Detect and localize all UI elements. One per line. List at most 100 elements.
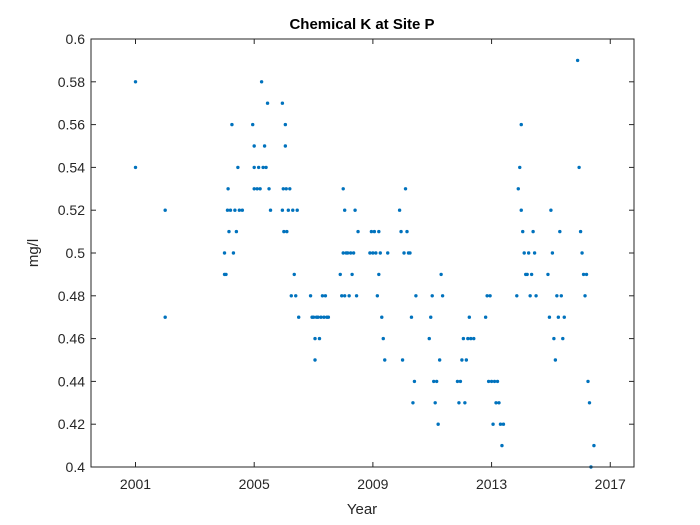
data-point [494,401,498,405]
data-point [251,122,255,127]
data-point [259,80,264,84]
y-tick-label: 0.4 [66,459,86,475]
data-points [133,58,596,469]
y-tick-label: 0.5 [66,245,86,261]
data-point [343,294,347,298]
data-point [467,315,472,319]
data-point [518,165,522,170]
data-point [224,272,228,277]
data-point [558,229,562,234]
data-point [498,422,503,426]
data-point [340,294,344,298]
data-point [252,144,256,148]
data-point [469,336,473,341]
data-point [408,251,412,255]
data-point [497,401,501,405]
data-point [553,358,558,362]
data-point [460,358,464,362]
data-point [525,272,529,277]
data-point [552,336,556,341]
data-point [369,229,374,234]
data-point [515,294,519,298]
data-point [433,401,437,405]
data-point [255,187,259,191]
data-point [225,208,230,212]
data-point [284,187,288,191]
data-point [399,229,403,234]
data-point [289,294,293,298]
x-tick-label: 2017 [595,476,626,492]
data-point [294,294,298,298]
data-point [457,401,461,405]
data-point [427,336,431,341]
y-axis-label: mg/l [25,239,42,267]
data-point [559,294,563,298]
data-point [240,208,245,212]
data-point [286,208,291,212]
y-tick-label: 0.52 [58,202,85,218]
data-point [268,208,273,212]
data-point [377,272,381,277]
data-point [297,315,301,319]
data-point [163,208,167,212]
data-point [439,272,443,277]
data-point [430,294,434,298]
data-point [280,101,285,105]
data-point [488,294,492,298]
data-point [575,58,580,63]
data-point [356,229,360,234]
data-point [592,443,596,448]
y-tick-label: 0.58 [58,74,85,90]
data-point [436,422,440,426]
data-point [319,315,323,319]
data-point [283,144,288,148]
data-point [577,165,581,170]
data-point [556,315,561,319]
data-point [133,165,138,170]
data-point [320,294,325,298]
data-point [555,294,559,298]
data-point [341,251,345,255]
data-point [489,379,494,384]
data-point [461,336,466,341]
data-point [562,315,566,319]
data-point [532,251,537,255]
y-tick-label: 0.54 [58,159,85,175]
data-point [516,187,520,191]
data-point [350,272,354,277]
data-point [495,379,500,384]
data-point [529,272,534,277]
data-point [501,422,506,426]
data-point [311,315,316,319]
x-tick-label: 2005 [239,476,270,492]
data-point [472,336,476,341]
data-point [345,251,350,255]
data-point [291,208,295,212]
data-point [531,229,535,234]
data-point [491,422,495,426]
data-point [280,208,285,212]
data-point [371,251,375,255]
data-point [397,208,402,212]
data-point [583,294,587,298]
data-point [313,358,317,362]
data-point [440,294,445,298]
y-tick-label: 0.46 [58,331,85,347]
data-point [322,315,326,319]
y-axis: 0.4 0.42 0.44 0.46 0.48 0.5 0.52 0.54 0.56 0.58 0.… [58,31,634,475]
data-point [405,229,409,234]
data-point [549,208,553,212]
data-point [282,229,286,234]
data-point [308,294,313,298]
data-point [534,294,538,298]
data-point [348,251,353,255]
data-point [380,315,384,319]
data-point [546,272,550,277]
data-point [412,379,417,384]
data-point [230,122,234,127]
data-point [295,208,299,212]
data-point [316,315,320,319]
data-point [383,358,387,362]
data-point [483,315,488,319]
x-tick-label: 2013 [476,476,507,492]
